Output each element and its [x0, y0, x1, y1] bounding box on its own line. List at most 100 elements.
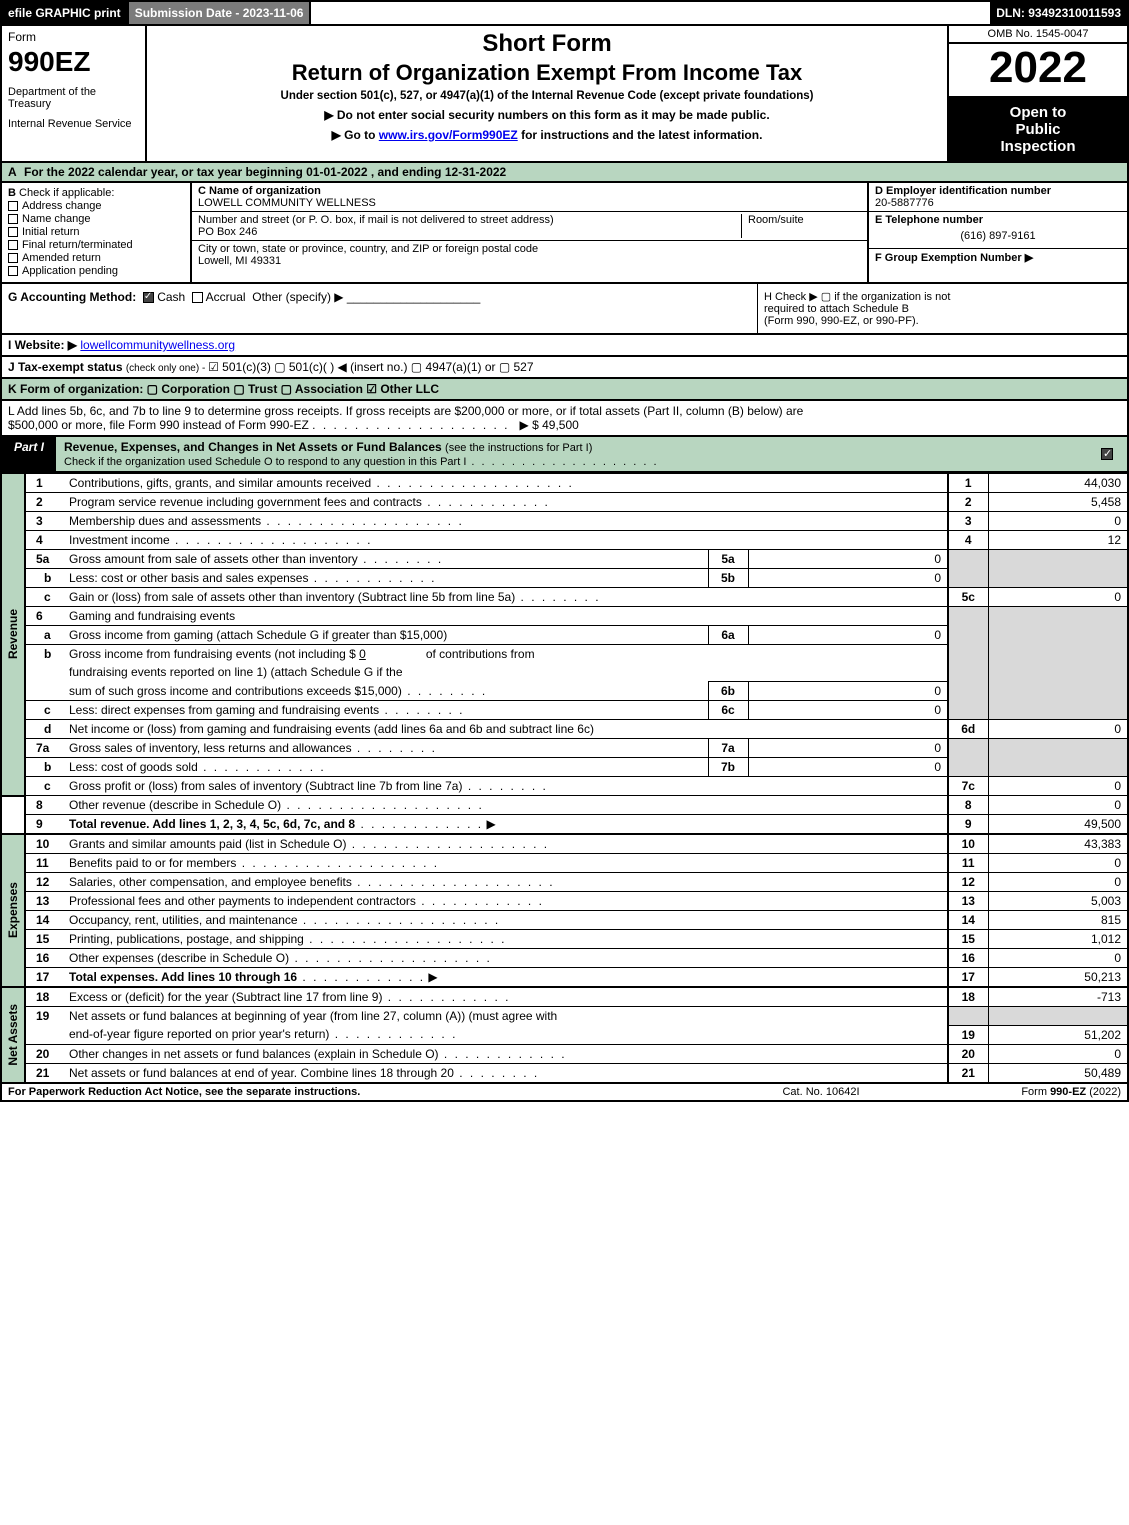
goto-instructions: ▶ Go to www.irs.gov/Form990EZ for instru…	[332, 128, 763, 142]
lm-7b: 7b	[708, 758, 748, 777]
lr-1: 1	[948, 474, 988, 493]
i-label: I Website: ▶	[8, 338, 77, 352]
lv-6d: 0	[988, 720, 1128, 739]
b-label: Check if applicable:	[19, 187, 114, 199]
submission-date: Submission Date - 2023-11-06	[129, 2, 312, 24]
lm-6b: 6b	[708, 682, 748, 701]
lr-21: 21	[948, 1063, 988, 1083]
top-bar: efile GRAPHIC print Submission Date - 20…	[0, 0, 1129, 26]
side-netassets: Net Assets	[6, 1004, 20, 1066]
b-item-0: Address change	[22, 200, 102, 212]
row-l: L Add lines 5b, 6c, and 7b to line 9 to …	[0, 401, 1129, 437]
footer-right: Form 990-EZ (2022)	[921, 1086, 1121, 1098]
chk-accrual[interactable]	[192, 292, 203, 303]
lm-6c: 6c	[708, 701, 748, 720]
l-text-2: $500,000 or more, file Form 990 instead …	[8, 418, 309, 432]
ld-6d: Net income or (loss) from gaming and fun…	[69, 722, 594, 736]
lv-7c: 0	[988, 777, 1128, 796]
chk-name-change[interactable]	[8, 214, 18, 224]
lv-3: 0	[988, 512, 1128, 531]
ld-13: Professional fees and other payments to …	[69, 894, 544, 908]
lr-7c: 7c	[948, 777, 988, 796]
ld-5b: Less: cost or other basis and sales expe…	[69, 571, 436, 585]
ld-17: Total expenses. Add lines 10 through 16	[69, 970, 297, 984]
goto-pre: ▶ Go to	[332, 128, 379, 142]
lv-2: 5,458	[988, 493, 1128, 512]
ld-5a: Gross amount from sale of assets other t…	[69, 552, 443, 566]
l-text-1: L Add lines 5b, 6c, and 7b to line 9 to …	[8, 404, 803, 418]
c-city-label: City or town, state or province, country…	[198, 243, 538, 255]
ld-16: Other expenses (describe in Schedule O)	[69, 951, 492, 965]
side-revenue: Revenue	[6, 609, 20, 659]
lr-15: 15	[948, 930, 988, 949]
block-b-through-f: B Check if applicable: Address change Na…	[0, 183, 1129, 284]
ln-5c: c	[25, 588, 65, 607]
letter-a: A	[8, 165, 17, 179]
lr-8: 8	[948, 796, 988, 815]
header-left: Form 990EZ Department of the Treasury In…	[2, 26, 147, 161]
chk-final-return[interactable]	[8, 240, 18, 250]
ld-20: Other changes in net assets or fund bala…	[69, 1047, 567, 1061]
ln-6b: b	[25, 645, 65, 701]
b-item-3: Final return/terminated	[22, 239, 133, 251]
column-c: C Name of organization LOWELL COMMUNITY …	[192, 183, 867, 282]
ln-18: 18	[25, 987, 65, 1007]
chk-address-change[interactable]	[8, 201, 18, 211]
header-center: Short Form Return of Organization Exempt…	[147, 26, 947, 161]
chk-cash[interactable]	[143, 292, 154, 303]
j-sub: (check only one) -	[126, 363, 208, 374]
ln-12: 12	[25, 873, 65, 892]
ld-11: Benefits paid to or for members	[69, 856, 439, 870]
chk-application-pending[interactable]	[8, 266, 18, 276]
lr-20: 20	[948, 1044, 988, 1063]
org-name: LOWELL COMMUNITY WELLNESS	[198, 197, 376, 209]
d-label: D Employer identification number	[875, 185, 1051, 197]
tax-year: 2022	[949, 44, 1127, 96]
schedule-b-check: H Check ▶ ▢ if the organization is not r…	[757, 284, 1127, 333]
b-item-1: Name change	[22, 213, 91, 225]
lr-18: 18	[948, 987, 988, 1007]
lv-5c: 0	[988, 588, 1128, 607]
lmv-5a: 0	[748, 550, 948, 569]
lr-2: 2	[948, 493, 988, 512]
ln-5a: 5a	[25, 550, 65, 569]
ld-7a: Gross sales of inventory, less returns a…	[69, 741, 437, 755]
lm-5a: 5a	[708, 550, 748, 569]
shade-5a	[948, 550, 988, 569]
g-accrual: Accrual	[206, 290, 246, 304]
org-street: PO Box 246	[198, 226, 257, 238]
ld-21: Net assets or fund balances at end of ye…	[69, 1066, 539, 1080]
lv-14: 815	[988, 911, 1128, 930]
b-item-5: Application pending	[22, 265, 118, 277]
lv-17: 50,213	[988, 968, 1128, 988]
ld-2: Program service revenue including govern…	[69, 495, 550, 509]
chk-initial-return[interactable]	[8, 227, 18, 237]
ld-14: Occupancy, rent, utilities, and maintena…	[69, 913, 500, 927]
lmv-6c: 0	[748, 701, 948, 720]
lr-14: 14	[948, 911, 988, 930]
ln-5b: b	[25, 569, 65, 588]
chk-amended-return[interactable]	[8, 253, 18, 263]
lm-5b: 5b	[708, 569, 748, 588]
ld-1: Contributions, gifts, grants, and simila…	[69, 476, 574, 490]
lmv-6a: 0	[748, 626, 948, 645]
shade-5a-v	[988, 550, 1128, 569]
ln-21: 21	[25, 1063, 65, 1083]
website-link[interactable]: lowellcommunitywellness.org	[80, 338, 235, 352]
irs-link[interactable]: www.irs.gov/Form990EZ	[379, 128, 518, 142]
ld-6b-1: Gross income from fundraising events (no…	[69, 647, 359, 661]
h-text-2: (Form 990, 990-EZ, or 990-PF).	[764, 315, 1121, 327]
efile-print[interactable]: efile GRAPHIC print	[2, 2, 129, 24]
row-j: J Tax-exempt status (check only one) - ☑…	[0, 357, 1129, 379]
part-i-schedule-o-check[interactable]	[1101, 448, 1113, 460]
lr-16: 16	[948, 949, 988, 968]
lr-10: 10	[948, 834, 988, 854]
dln: DLN: 93492310011593	[990, 2, 1127, 24]
ln-1: 1	[25, 474, 65, 493]
c-name-label: C Name of organization	[198, 185, 321, 197]
inspect-2: Public	[953, 121, 1123, 138]
h-text-1: H Check ▶ ▢ if the organization is not	[764, 290, 1121, 303]
ln-13: 13	[25, 892, 65, 911]
c-room-label: Room/suite	[748, 214, 804, 226]
part-i-header: Part I Revenue, Expenses, and Changes in…	[0, 437, 1129, 473]
